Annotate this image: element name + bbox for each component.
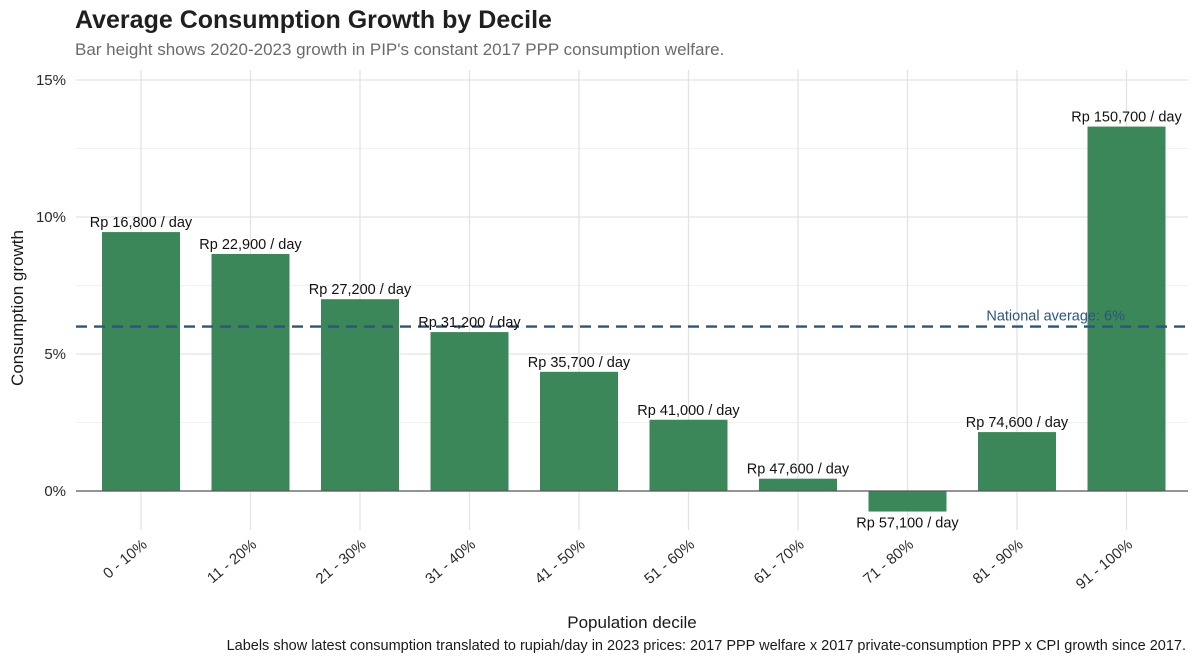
bars bbox=[102, 126, 1166, 512]
bar-labels: Rp 16,800 / day Rp 22,900 / day Rp 27,200 … bbox=[90, 110, 1183, 532]
bar bbox=[102, 232, 180, 491]
bar-value-label: Rp 150,700 / day bbox=[1071, 110, 1182, 126]
x-tick-label: 61 - 70% bbox=[751, 536, 808, 588]
x-axis-title: Population decile bbox=[567, 613, 696, 632]
chart-caption: Labels show latest consumption translate… bbox=[226, 638, 1186, 654]
y-tick-label: 15% bbox=[36, 72, 66, 89]
x-tick-label: 31 - 40% bbox=[422, 536, 479, 588]
x-tick-label: 11 - 20% bbox=[204, 536, 260, 587]
bar bbox=[211, 253, 290, 491]
bar bbox=[649, 419, 728, 491]
bar-value-label: Rp 57,100 / day bbox=[856, 516, 959, 532]
bar-value-label: Rp 16,800 / day bbox=[90, 215, 193, 231]
axes: 0% 5% 10% 15% 0 - 10% 11 - 20% 21 - 30% 31 - 40… bbox=[36, 72, 1188, 593]
y-axis-title: Consumption growth bbox=[8, 230, 27, 386]
bar bbox=[868, 491, 947, 512]
x-tick-label: 71 - 80% bbox=[860, 536, 917, 588]
bar-value-label: Rp 31,200 / day bbox=[418, 315, 521, 331]
bar bbox=[1087, 126, 1166, 491]
bar-value-label: Rp 22,900 / day bbox=[199, 237, 302, 253]
bar bbox=[759, 478, 837, 491]
x-tick-label: 51 - 60% bbox=[641, 536, 698, 588]
x-tick-label: 91 - 100% bbox=[1073, 536, 1136, 593]
x-tick-label: 21 - 30% bbox=[313, 536, 370, 588]
national-average-label: National average: 6% bbox=[986, 309, 1125, 325]
bar bbox=[540, 371, 618, 491]
bar-value-label: Rp 35,700 / day bbox=[528, 355, 631, 371]
x-tick-label: 41 - 50% bbox=[532, 536, 589, 588]
bar-value-label: Rp 41,000 / day bbox=[637, 403, 740, 419]
bar-value-label: Rp 74,600 / day bbox=[966, 415, 1069, 431]
y-tick-label: 5% bbox=[44, 346, 66, 363]
bar-value-label: Rp 27,200 / day bbox=[309, 282, 412, 298]
chart-title: Average Consumption Growth by Decile bbox=[75, 6, 552, 34]
reference-line-group: National average: 6% bbox=[76, 309, 1188, 328]
bar bbox=[321, 299, 399, 491]
y-tick-label: 0% bbox=[44, 483, 66, 500]
chart-subtitle: Bar height shows 2020-2023 growth in PIP… bbox=[75, 40, 725, 59]
x-tick-label: 0 - 10% bbox=[100, 536, 151, 582]
x-tick-label: 81 - 90% bbox=[970, 536, 1027, 588]
y-tick-label: 10% bbox=[36, 209, 66, 226]
bar bbox=[430, 332, 509, 491]
bar bbox=[978, 432, 1056, 491]
bar-value-label: Rp 47,600 / day bbox=[747, 462, 850, 478]
